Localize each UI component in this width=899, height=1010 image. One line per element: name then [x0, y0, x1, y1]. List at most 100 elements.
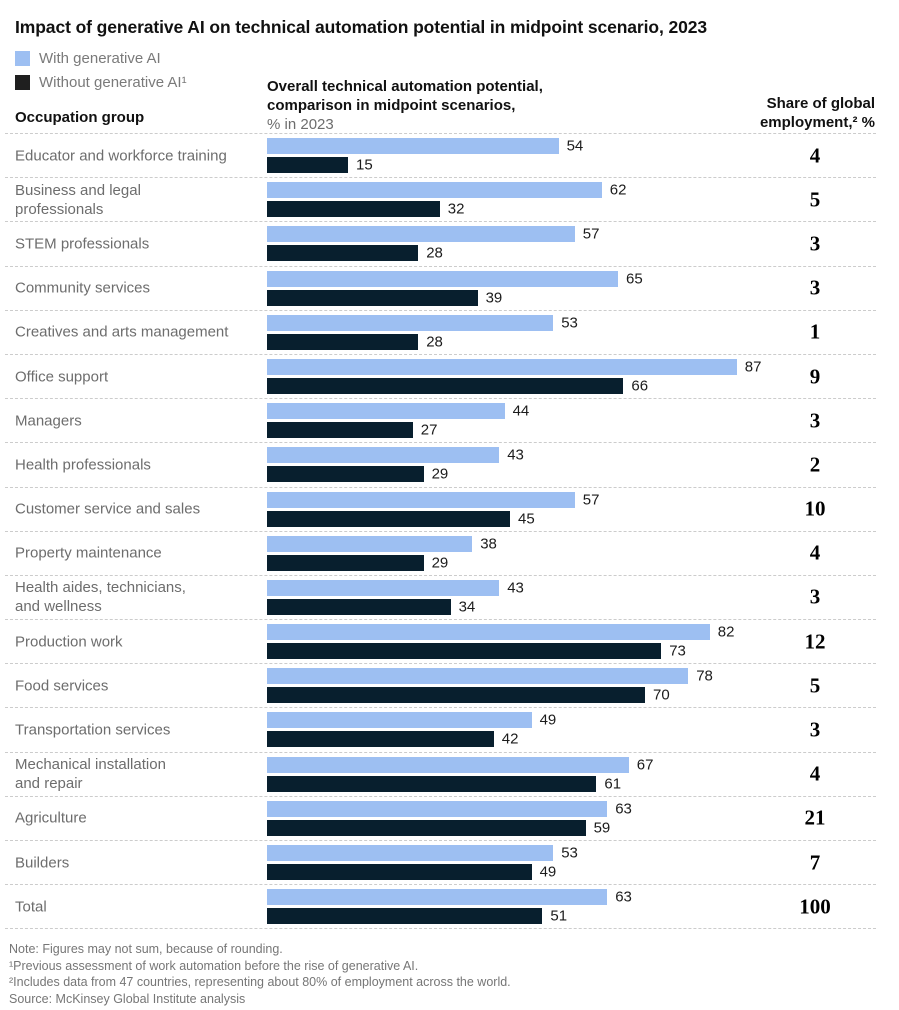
without-genai-bar: 61	[267, 775, 621, 792]
table-row: Office support 87 66 9	[5, 355, 876, 400]
without-genai-bar: 42	[267, 731, 518, 748]
table-row: Agriculture 63 59 21	[5, 797, 876, 841]
without-genai-value: 42	[501, 730, 519, 748]
share-value: 9	[809, 364, 821, 389]
without-genai-bar: 29	[267, 554, 448, 571]
bar-group: 87 66	[267, 355, 876, 398]
with-genai-value: 82	[717, 623, 735, 641]
with-genai-bar: 78	[267, 668, 713, 685]
share-value: 1	[809, 319, 821, 344]
share-value: 100	[799, 894, 831, 919]
occupation-label: Builders	[15, 854, 70, 872]
with-genai-bar: 87	[267, 358, 761, 375]
without-genai-bar: 32	[267, 201, 464, 218]
legend-swatch-without-genai	[15, 74, 30, 90]
table-row: Total 63 51 100	[5, 885, 876, 930]
occupation-label: Community services	[15, 279, 151, 297]
with-genai-value: 78	[696, 667, 713, 685]
with-genai-bar: 43	[267, 579, 524, 596]
page-title: Impact of generative AI on technical aut…	[15, 17, 708, 37]
with-genai-value: 49	[539, 711, 557, 729]
without-genai-value: 49	[539, 863, 557, 881]
share-value: 3	[809, 717, 821, 742]
share-value: 4	[809, 540, 821, 565]
table-row: Transportation services 49 42 3	[5, 708, 876, 753]
bar-group: 44 27	[267, 399, 876, 442]
occupation-label: Managers	[15, 412, 82, 430]
table-row: Educator and workforce training 54 15 4	[5, 134, 876, 179]
with-genai-bar: 63	[267, 889, 632, 906]
with-genai-value: 87	[744, 358, 762, 376]
share-value: 21	[804, 805, 826, 830]
bar-group: 82 73	[267, 620, 876, 663]
without-genai-value: 61	[604, 775, 622, 793]
with-genai-bar: 49	[267, 712, 556, 729]
table-row: Customer service and sales 57 45 10	[5, 488, 876, 532]
with-genai-bar: 38	[267, 535, 497, 552]
without-genai-bar: 66	[267, 377, 648, 394]
without-genai-bar: 73	[267, 643, 686, 660]
without-genai-value: 29	[431, 554, 449, 572]
table-row: Community services 65 39 3	[5, 267, 876, 311]
without-genai-bar: 28	[267, 333, 443, 350]
with-genai-value: 57	[582, 491, 600, 508]
occupation-label: Mechanical installation and repair	[15, 756, 166, 793]
bar-group: 54 15	[267, 134, 876, 177]
bar-group: 43 29	[267, 443, 876, 486]
legend-label-with-genai: With generative AI	[39, 49, 161, 67]
table-row: Builders 53 49 7	[5, 841, 876, 886]
without-genai-value: 66	[631, 377, 649, 395]
share-value: 3	[809, 408, 821, 433]
bar-group: 67 61	[267, 753, 876, 796]
with-genai-bar: 57	[267, 226, 599, 243]
without-genai-bar: 51	[267, 908, 567, 925]
with-genai-value: 44	[512, 402, 530, 420]
chart-rows: Educator and workforce training 54 15 4 …	[5, 133, 876, 930]
bar-group: 78 70	[267, 664, 876, 707]
table-row: STEM professionals 57 28 3	[5, 222, 876, 267]
with-genai-value: 38	[480, 535, 497, 553]
table-row: Creatives and arts management 53 28 1	[5, 311, 876, 355]
footnote-note: Note: Figures may not sum, because of ro…	[9, 942, 283, 956]
with-genai-bar: 43	[267, 447, 524, 464]
without-genai-value: 70	[653, 686, 670, 704]
occupation-label: Creatives and arts management	[15, 323, 229, 341]
share-value: 10	[804, 496, 826, 521]
share-value: 4	[809, 761, 821, 786]
occupation-label: Business and legal professionals	[15, 181, 141, 218]
with-genai-value: 43	[507, 446, 524, 464]
column-header-share-of-employment: Share of global employment,² %	[760, 94, 875, 132]
footnote-2: ²Includes data from 47 countries, repres…	[9, 975, 511, 989]
bar-group: 38 29	[267, 532, 876, 575]
column-header-line: comparison in midpoint scenarios,	[267, 97, 516, 114]
with-genai-bar: 53	[267, 314, 578, 331]
legend-swatch-with-genai	[15, 50, 30, 66]
without-genai-bar: 49	[267, 864, 556, 881]
without-genai-bar: 34	[267, 598, 475, 615]
without-genai-bar: 39	[267, 289, 502, 306]
with-genai-value: 53	[561, 314, 578, 332]
with-genai-value: 63	[615, 888, 632, 906]
occupation-label: STEM professionals	[15, 235, 150, 253]
without-genai-value: 59	[593, 819, 611, 837]
without-genai-value: 39	[485, 289, 503, 307]
with-genai-bar: 67	[267, 756, 653, 773]
with-genai-value: 57	[582, 225, 600, 243]
occupation-label: Transportation services	[15, 721, 171, 739]
bar-group: 65 39	[267, 267, 876, 310]
without-genai-bar: 70	[267, 687, 670, 704]
with-genai-value: 67	[636, 756, 654, 774]
table-row: Managers 44 27 3	[5, 399, 876, 444]
column-header-line: Share of global	[766, 95, 875, 112]
bar-group: 63 59	[267, 797, 876, 840]
table-row: Business and legal professionals 62 32 5	[5, 178, 876, 223]
without-genai-bar: 28	[267, 245, 443, 262]
without-genai-value: 27	[420, 421, 438, 439]
footnote-1: ¹Previous assessment of work automation …	[9, 958, 419, 973]
occupation-label: Health aides, technicians, and wellness	[15, 579, 186, 616]
bar-group: 57 28	[267, 222, 876, 265]
without-genai-value: 34	[458, 598, 476, 616]
share-value: 3	[809, 275, 821, 300]
with-genai-bar: 82	[267, 624, 734, 641]
without-genai-value: 28	[426, 244, 443, 262]
